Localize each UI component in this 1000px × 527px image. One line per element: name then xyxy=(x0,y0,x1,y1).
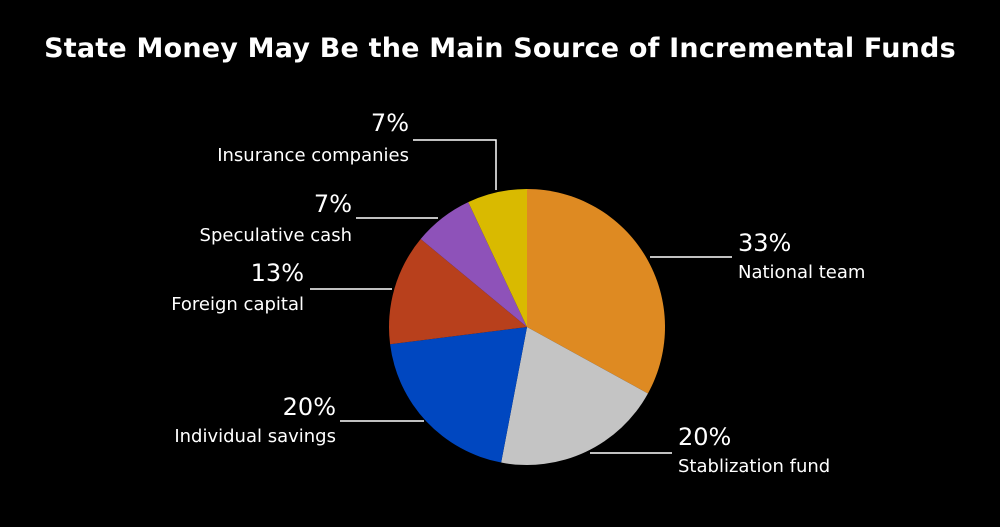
slice-value-label: 7% xyxy=(371,109,409,137)
slice-value-label: 20% xyxy=(283,393,336,421)
pie-slice xyxy=(420,202,527,327)
pie-slice xyxy=(468,189,527,327)
slice-value-label: 33% xyxy=(738,229,791,257)
pie-slices xyxy=(389,189,665,466)
leader-lines xyxy=(310,139,732,454)
pie-slice xyxy=(390,327,527,463)
chart-title: State Money May Be the Main Source of In… xyxy=(44,33,956,64)
slice-category-label: National team xyxy=(738,262,865,283)
slice-value-label: 7% xyxy=(314,190,352,218)
slice-category-label: Individual savings xyxy=(174,426,336,447)
pie-slice xyxy=(501,327,648,466)
slice-value-label: 20% xyxy=(678,423,731,451)
leader-line xyxy=(413,139,497,190)
slice-category-label: Stablization fund xyxy=(678,456,830,477)
slice-category-label: Insurance companies xyxy=(217,145,409,166)
slice-category-label: Speculative cash xyxy=(200,225,352,246)
pie-slice xyxy=(389,239,527,345)
pie-slice xyxy=(527,189,665,394)
slice-category-label: Foreign capital xyxy=(171,294,304,315)
slice-value-label: 13% xyxy=(251,259,304,287)
